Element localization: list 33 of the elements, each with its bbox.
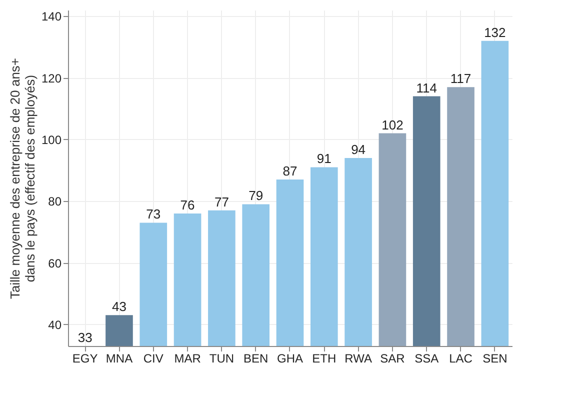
y-axis-title: Taille moyenne des entreprise de 20 ans+ dans le pays (effectif des employés) <box>7 58 38 300</box>
data-label: 76 <box>180 197 195 212</box>
data-label: 77 <box>214 194 229 210</box>
x-tick-label: SEN <box>482 352 508 366</box>
x-tick-label: SAR <box>380 352 406 366</box>
y-tick-label: 80 <box>48 194 62 209</box>
x-tick-label: BEN <box>244 352 268 366</box>
x-tick-label: CIV <box>143 352 164 366</box>
y-tick-label: 140 <box>41 10 62 24</box>
data-label: 117 <box>450 71 472 86</box>
y-tick-label: 60 <box>48 256 62 270</box>
data-label: 132 <box>484 24 506 40</box>
data-label: 87 <box>282 164 298 179</box>
x-tick-label: RWA <box>344 352 372 366</box>
x-tick-label: SSA <box>414 352 439 366</box>
x-tick-label: EGY <box>72 352 98 366</box>
data-label: 114 <box>416 80 437 96</box>
data-label: 79 <box>248 188 264 204</box>
x-tick-label: MNA <box>106 352 133 366</box>
y-tick-label: 40 <box>48 318 62 332</box>
data-label: 43 <box>112 299 126 314</box>
x-tick-label: MAR <box>174 352 202 366</box>
data-label: 102 <box>382 117 404 132</box>
y-tick-label: 100 <box>41 132 62 147</box>
data-label: 73 <box>146 206 161 222</box>
y-tick-label: 120 <box>41 71 62 86</box>
data-label: 91 <box>316 151 332 166</box>
x-tick-label: GHA <box>276 352 304 366</box>
x-tick-label: LAC <box>449 352 473 366</box>
data-label: 33 <box>78 330 92 345</box>
x-tick-label: ETH <box>312 352 336 366</box>
data-label: 94 <box>351 142 366 157</box>
x-tick-label: TUN <box>209 352 234 366</box>
